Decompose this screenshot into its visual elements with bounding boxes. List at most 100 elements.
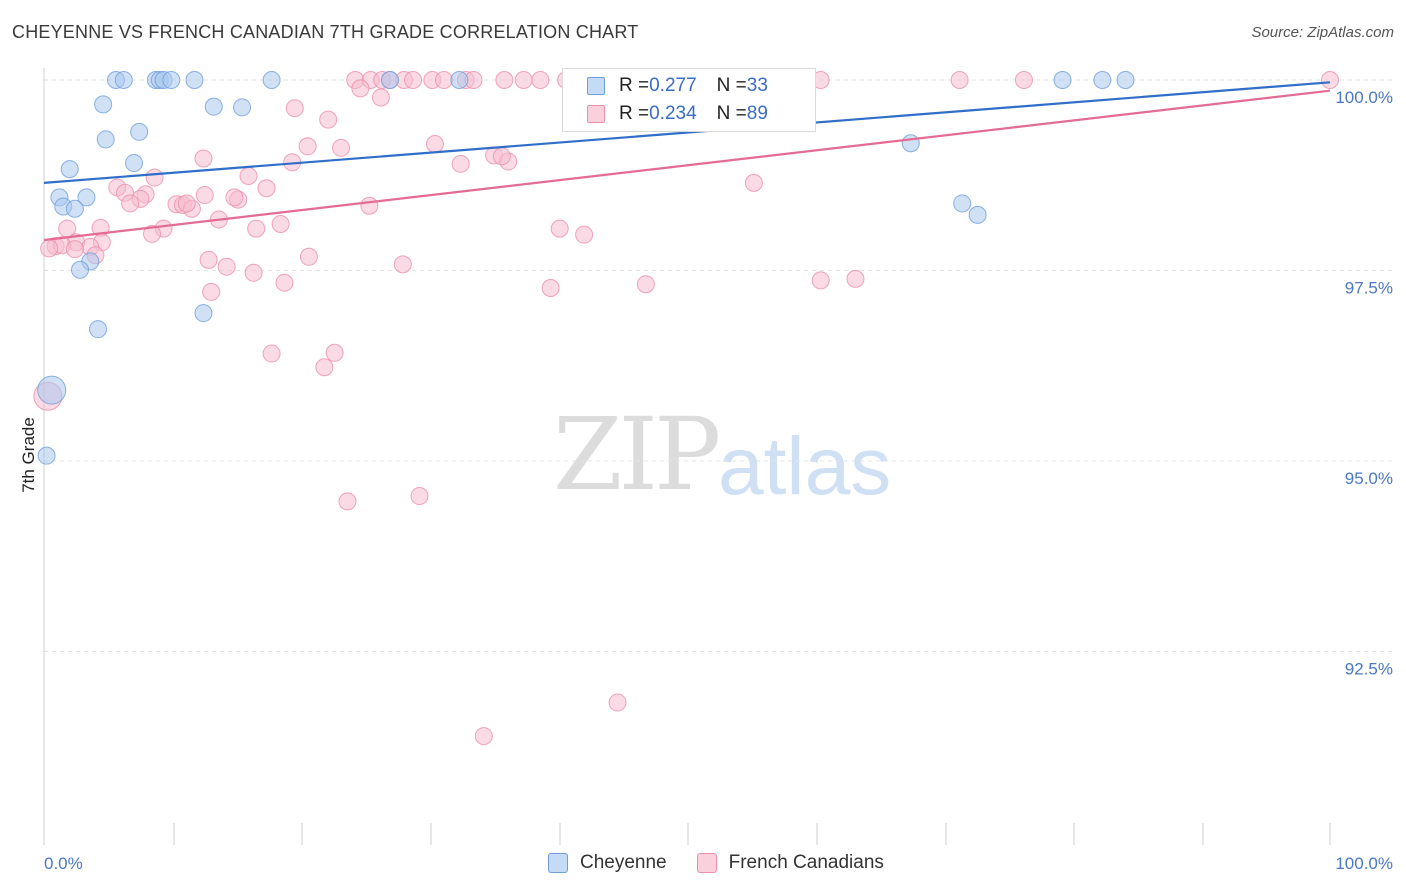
cheyenne-point [968,205,987,224]
legend-r-value: 0.234 [649,103,697,124]
cheyenne-point [125,154,144,173]
french-canadian-point [217,257,236,276]
french-canadian-point [65,240,84,259]
french-canadian-point [298,137,317,156]
x-tick-label: 0.0% [44,854,83,873]
french-canadian-point [194,149,213,168]
cheyenne-point [901,134,920,153]
french-canadian-point [608,693,627,712]
cheyenne-point [953,194,972,213]
french-canadian-point [410,487,429,506]
french-canadian-point [338,492,357,511]
cheyenne-point [37,446,56,465]
chart-title: CHEYENNE VS FRENCH CANADIAN 7TH GRADE CO… [12,22,639,42]
french-canadian-point [575,225,594,244]
cheyenne-point [1053,71,1072,89]
french-canadian-point [315,358,334,377]
french-canadian-point [299,247,318,266]
legend-swatch-cheyenne [587,77,605,95]
series-legend: Cheyenne French Canadians [548,852,914,874]
legend-row-cheyenne: R = 0.277 N = 33 [587,74,768,98]
french-canadian-point [393,255,412,274]
legend-r-label: R = [619,103,650,124]
french-canadian-point [271,215,290,234]
legend-item-french-canadians[interactable]: French Canadians [696,852,884,874]
french-canadian-point [950,71,969,89]
stats-legend: R = 0.277 N = 33 R = 0.234 N = 89 [562,68,816,132]
cheyenne-point [65,199,84,218]
legend-n-value: 33 [746,75,768,96]
french-canadian-point [425,135,444,154]
cheyenne-point [380,71,399,89]
french-canadian-point [451,154,470,173]
cheyenne-point [60,160,79,179]
french-canadian-point [811,271,830,290]
french-canadian-point [121,194,140,213]
cheyenne-point [185,71,204,89]
cheyenne-point [233,98,252,117]
cheyenne-point [114,71,133,89]
french-canadian-point [145,168,164,187]
french-canadian-point [492,147,511,166]
french-canadian-point [319,110,338,129]
legend-label-cheyenne: Cheyenne [580,852,667,873]
y-tick-label: 100.0% [1335,88,1393,107]
french-canadian-point [143,224,162,243]
french-canadian-point [225,188,244,207]
legend-item-cheyenne[interactable]: Cheyenne [548,852,667,874]
cheyenne-point [71,260,90,279]
legend-swatch-french-canadians [587,105,605,123]
watermark-atlas: atlas [718,421,892,512]
french-canadian-point [531,71,550,89]
french-canadian-point [275,273,294,292]
french-canadians-swatch [696,853,717,873]
cheyenne-point [96,130,115,149]
legend-n-value: 89 [746,103,768,124]
french-canadian-point [550,219,569,238]
french-canadian-point [351,79,370,98]
french-canadian-point [247,219,266,238]
watermark-zip: ZIP [553,396,721,513]
cheyenne-point [204,97,223,116]
french-canadian-point [744,173,763,192]
french-canadian-point [371,88,390,107]
axis-layer [43,68,1331,845]
y-tick-label: 97.5% [1345,279,1393,298]
trend-layer [43,81,1331,242]
french-canadian-point [404,71,423,89]
french-canadian-point [332,138,351,157]
french-canadian-point [325,343,344,362]
french-canadian-point [262,344,281,363]
y-tick-label: 95.0% [1345,469,1393,488]
french-canadian-point [40,239,59,258]
french-canadian-point [1014,71,1033,89]
legend-n-label: N = [716,75,747,96]
cheyenne-point [450,71,469,89]
french-canadian-point [202,282,221,301]
french-canadian-point [846,269,865,288]
cheyenne-point [77,188,96,207]
cheyenne-point [194,304,213,323]
french-canadian-point [244,263,263,282]
cheyenne-point [89,320,108,339]
legend-n-label: N = [716,103,747,124]
french-canadian-point [636,275,655,294]
cheyenne-swatch [548,853,568,873]
x-tick-label: 100.0% [1335,854,1393,873]
legend-label-french-canadians: French Canadians [728,852,884,873]
cheyenne-point [162,71,181,89]
french-canadian-point [474,727,493,746]
cheyenne-point [130,122,149,141]
french-canadian-point [177,194,196,213]
legend-r-value: 0.277 [649,75,697,96]
cheyenne-point [94,95,113,114]
french-canadian-trend-line [43,89,1331,242]
points-layer [33,71,1339,746]
cheyenne-point [1093,71,1112,89]
french-canadian-point [495,71,514,89]
french-canadian-point [199,250,218,269]
cheyenne-trend-line [43,81,1331,184]
french-canadian-point [285,99,304,118]
french-canadian-point [239,167,258,186]
french-canadian-point [514,71,533,89]
